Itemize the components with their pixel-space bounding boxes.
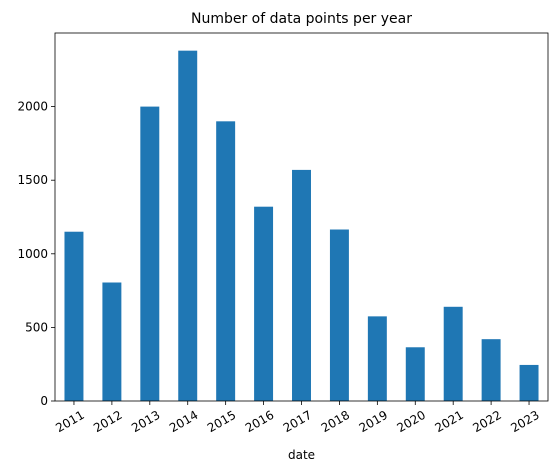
bars-group xyxy=(64,50,539,401)
y-tick-label: 1500 xyxy=(17,173,48,187)
bar-2012 xyxy=(102,282,122,401)
bar-2018 xyxy=(329,229,349,401)
x-tick-label: 2019 xyxy=(357,408,390,435)
x-ticks-group: 2011 2012 2013 2014 2015 2016 2017 2018 2019 2020… xyxy=(53,401,542,435)
bar-2014 xyxy=(178,50,198,401)
y-tick-label: 500 xyxy=(25,320,48,334)
bar-2015 xyxy=(216,121,236,401)
x-tick-label: 2017 xyxy=(281,408,314,435)
x-tick-label: 2013 xyxy=(129,408,162,435)
y-tick-label: 1000 xyxy=(17,247,48,261)
x-tick-label: 2021 xyxy=(432,408,465,435)
x-tick-label: 2018 xyxy=(319,408,352,435)
x-tick-label: 2016 xyxy=(243,408,276,435)
chart-title: Number of data points per year xyxy=(191,11,412,27)
bar-2016 xyxy=(254,206,274,401)
bar-2019 xyxy=(367,316,387,401)
bar-2021 xyxy=(443,306,463,401)
y-ticks-group: 0 500 1000 1500 2000 xyxy=(17,100,55,408)
bar-2020 xyxy=(405,347,425,401)
x-tick-label: 2012 xyxy=(91,408,124,435)
y-tick-label: 0 xyxy=(40,394,48,408)
bar-2011 xyxy=(64,231,84,401)
x-tick-label: 2020 xyxy=(395,408,428,435)
bar-2017 xyxy=(292,169,311,401)
x-tick-label: 2022 xyxy=(470,408,503,435)
x-tick-label: 2015 xyxy=(205,408,238,435)
x-tick-label: 2011 xyxy=(53,408,86,435)
x-tick-label: 2014 xyxy=(167,408,200,435)
y-tick-label: 2000 xyxy=(17,100,48,114)
x-tick-label: 2023 xyxy=(508,408,541,435)
bar-2023 xyxy=(519,364,539,401)
x-axis-label: date xyxy=(288,448,315,462)
bar-2022 xyxy=(481,339,501,401)
bar-2013 xyxy=(140,106,160,401)
